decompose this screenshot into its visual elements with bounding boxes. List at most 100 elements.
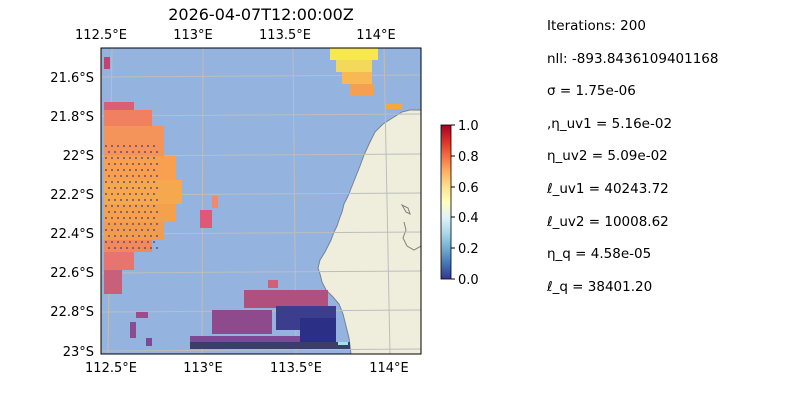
observation-dot — [135, 157, 137, 159]
observation-dot — [150, 199, 152, 201]
field-cell — [294, 306, 300, 312]
field-cell — [348, 72, 354, 78]
observation-dot — [123, 193, 125, 195]
field-cell — [164, 216, 170, 222]
field-cell — [306, 312, 312, 318]
stats-panel: Iterations: 200 nll: -893.8436109401168 … — [547, 18, 719, 311]
map-title: 2026-04-07T12:00:00Z — [168, 5, 354, 24]
field-cell — [104, 144, 110, 150]
observation-dot — [144, 151, 146, 153]
field-cell — [116, 162, 122, 168]
field-cell — [282, 318, 288, 324]
field-cell — [256, 290, 262, 296]
field-cell — [362, 90, 368, 96]
field-cell — [122, 222, 128, 228]
observation-dot — [153, 217, 155, 219]
field-cell — [336, 60, 342, 66]
field-cell — [122, 126, 128, 132]
field-cell — [128, 162, 134, 168]
field-cell — [170, 168, 176, 174]
field-cell — [360, 54, 366, 60]
observation-dot — [144, 175, 146, 177]
observation-dot — [129, 181, 131, 183]
field-cell — [330, 330, 336, 336]
field-cell — [310, 290, 316, 296]
field-cell — [110, 150, 116, 156]
observation-dot — [117, 157, 119, 159]
observation-dot — [135, 193, 137, 195]
field-cell — [146, 168, 152, 174]
field-cell — [366, 78, 372, 84]
observation-dot — [105, 241, 107, 243]
field-cell — [244, 302, 250, 308]
observation-dot — [117, 169, 119, 171]
lat-label: 21.8°S — [50, 110, 94, 125]
observation-dot — [129, 217, 131, 219]
field-cell — [152, 198, 158, 204]
field-cell — [110, 216, 116, 222]
observation-dot — [144, 223, 146, 225]
observation-dot — [138, 151, 140, 153]
field-cell — [140, 198, 146, 204]
field-cell — [146, 192, 152, 198]
field-cell — [158, 222, 164, 228]
field-cell — [170, 210, 176, 216]
observation-dot — [123, 229, 125, 231]
observation-dot — [117, 241, 119, 243]
field-cell — [336, 54, 342, 60]
field-cell — [122, 246, 128, 252]
lat-label: 22.8°S — [50, 305, 94, 320]
field-cell — [110, 186, 116, 192]
field-cell — [330, 312, 336, 318]
field-cell — [288, 306, 294, 312]
field-cell — [146, 186, 152, 192]
observation-dot — [126, 235, 128, 237]
stat-eta-q: η_q = 4.58e-05 — [547, 246, 652, 263]
field-cell — [318, 330, 324, 336]
observation-dot — [156, 151, 158, 153]
observation-dot — [156, 235, 158, 237]
field-cell — [164, 192, 170, 198]
field-cell — [342, 66, 348, 72]
observation-dot — [120, 151, 122, 153]
field-cell — [164, 162, 170, 168]
observation-dot — [138, 175, 140, 177]
field-cell — [116, 234, 122, 240]
bottom-lon-label: 112.5°E — [85, 361, 137, 376]
field-cell — [286, 296, 292, 302]
field-cell — [128, 234, 134, 240]
field-cell — [130, 322, 136, 338]
field-cell — [110, 252, 116, 258]
field-cell — [140, 216, 146, 222]
field-cell — [146, 138, 152, 144]
field-cell — [128, 204, 134, 210]
field-cell — [300, 324, 306, 330]
field-cell — [330, 324, 336, 330]
field-cell — [128, 222, 134, 228]
field-cell — [140, 210, 146, 216]
field-cell — [140, 192, 146, 198]
bottom-lon-label: 114°E — [369, 361, 409, 376]
field-cell — [134, 122, 140, 128]
field-cell — [164, 186, 170, 192]
observation-dot — [147, 217, 149, 219]
field-cell — [110, 162, 116, 168]
field-cell — [140, 234, 146, 240]
field-cell — [110, 138, 116, 144]
field-cell — [362, 84, 368, 90]
field-cell — [122, 110, 128, 116]
observation-dot — [117, 193, 119, 195]
lat-label: 22.4°S — [50, 227, 94, 242]
colorbar — [440, 124, 452, 280]
observation-dot — [120, 211, 122, 213]
observation-dot — [141, 217, 143, 219]
field-cell — [116, 138, 122, 144]
field-cell — [360, 72, 366, 78]
field-cell — [238, 336, 244, 342]
field-cell — [128, 144, 134, 150]
field-cell — [316, 302, 322, 308]
field-cell — [146, 222, 152, 228]
field-cell — [218, 316, 224, 322]
observation-dot — [153, 229, 155, 231]
field-cell — [104, 180, 110, 186]
